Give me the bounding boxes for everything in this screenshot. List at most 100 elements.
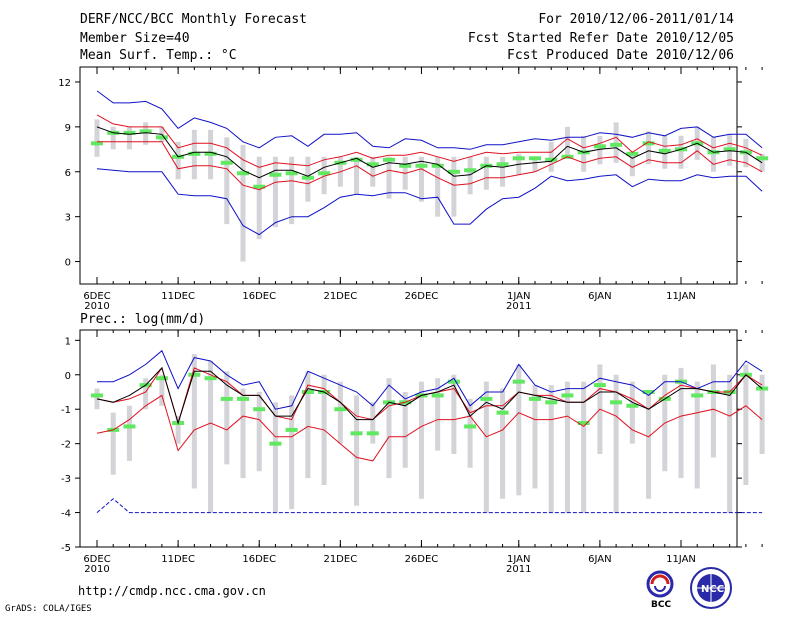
temp-xtick-label: 21DEC <box>323 291 357 302</box>
temp-median-mark <box>237 171 249 176</box>
temp-median-mark <box>512 156 525 161</box>
prec-spread-bar <box>370 402 376 444</box>
prec-median-mark <box>545 400 558 405</box>
temp-median-mark <box>269 172 282 177</box>
temp-median-mark <box>756 156 769 161</box>
temp-ytick-label: 12 <box>58 78 71 89</box>
temp-lower-line <box>97 141 763 191</box>
temp-xtick-label: 6DEC <box>83 291 110 302</box>
temp-median-mark <box>220 160 233 165</box>
temp-xtick-label: 6JAN <box>588 291 611 302</box>
temp-xtick-label: 16DEC <box>242 291 276 302</box>
temp-spread-bar <box>110 126 116 150</box>
temp-spread-bar <box>354 156 360 195</box>
prec-spread-bar <box>240 388 246 479</box>
prec-median-mark <box>123 424 136 429</box>
prec-xtick-year: 2011 <box>506 564 531 575</box>
precip-panel-title: Prec.: log(mm/d) <box>80 312 206 327</box>
prec-xtick-label: 21DEC <box>323 554 357 565</box>
source-url[interactable]: http://cmdp.ncc.cma.gov.cn <box>78 584 266 598</box>
forecast-period: For 2010/12/06-2011/01/14 <box>538 12 734 27</box>
temp-frame <box>79 66 738 285</box>
prec-median-mark <box>512 379 525 384</box>
prec-median-mark <box>285 427 298 432</box>
prec-xtick-label: 6JAN <box>588 554 611 565</box>
prec-xtick-year: 2010 <box>84 564 109 575</box>
temp-spread-bar <box>564 126 570 157</box>
variable-label: Mean Surf. Temp.: °C <box>80 48 237 63</box>
prec-spread-bar <box>759 374 765 454</box>
prec-median-mark <box>610 400 623 405</box>
prec-median-mark <box>529 396 541 401</box>
temp-spread-bar <box>467 156 473 195</box>
prec-ytick-label: 1 <box>65 336 71 347</box>
prec-spread-bar <box>564 381 570 513</box>
temp-median-mark <box>155 135 168 140</box>
prec-ytick-label: -1 <box>61 405 71 416</box>
prec-frame <box>79 329 738 548</box>
prec-median-mark <box>220 396 233 401</box>
prec-spread-bar <box>143 378 149 410</box>
prec-spread-bar <box>581 381 587 513</box>
member-size: Member Size=40 <box>80 31 190 46</box>
prec-median-mark <box>350 431 363 436</box>
prec-spread-bar <box>678 367 684 479</box>
temp-spread-bar <box>143 122 149 145</box>
temp-xtick-label: 11DEC <box>161 291 195 302</box>
temp-median-mark <box>253 184 266 189</box>
temp-xtick-label: 11JAN <box>666 291 696 302</box>
temp-spread-bar <box>321 156 327 195</box>
temp-spread-bar <box>629 153 635 177</box>
temp-median-mark <box>610 142 623 147</box>
prec-spread-bar <box>354 395 360 506</box>
temp-median-mark <box>204 151 217 156</box>
prec-median-mark <box>431 393 444 398</box>
prec-spread-bar <box>743 364 749 485</box>
prec-spread-bar <box>516 364 522 496</box>
prec-spread-bar <box>175 416 181 444</box>
temp-spread-bar <box>435 156 441 217</box>
prec-spread-bar <box>694 381 700 489</box>
temp-median-mark <box>366 162 379 167</box>
temp-median-mark <box>529 156 541 161</box>
prec-spread-bar <box>94 388 100 410</box>
temp-spread-bar <box>175 141 181 180</box>
prec-spread-bar <box>646 392 652 499</box>
temp-xtick-year: 2010 <box>84 301 109 312</box>
temp-spread-bar <box>418 156 424 202</box>
prec-median-mark <box>155 376 168 381</box>
prec-median-mark <box>593 383 606 388</box>
temp-median-mark <box>496 162 509 167</box>
prec-spread-bar <box>483 381 489 513</box>
prec-spread-bar <box>402 392 408 468</box>
prec-spread-bar <box>224 371 230 465</box>
prec-median-mark <box>691 393 704 398</box>
prec-median-mark <box>253 407 266 412</box>
temp-median-mark <box>318 171 331 176</box>
temp-spread-bar <box>256 156 262 240</box>
temp-spread-bar <box>451 156 457 217</box>
temp-median-mark <box>626 151 639 156</box>
temp-spread-bar <box>678 135 684 169</box>
prec-spread-bar <box>613 374 619 513</box>
temp-median-mark <box>464 168 477 173</box>
prec-spread-bar <box>289 395 295 510</box>
temp-xtick-label: 1JAN <box>507 291 530 302</box>
temp-median-mark <box>447 169 460 174</box>
prec-median-mark <box>561 393 574 398</box>
produced-date: Fcst Produced Date 2010/12/06 <box>507 48 734 63</box>
temp-spread-bar <box>94 119 100 157</box>
prec-median-mark <box>91 393 103 398</box>
chart-title: DERF/NCC/BCC Monthly Forecast <box>80 12 307 27</box>
temp-median-mark <box>593 144 606 149</box>
temp-spread-bar <box>224 137 230 225</box>
prec-spread-bar <box>451 374 457 454</box>
prec-median-mark <box>464 424 477 429</box>
temp-median-mark <box>415 163 428 168</box>
prec-xtick-label: 6DEC <box>83 554 110 565</box>
temp-spread-bar <box>126 126 132 150</box>
temp-ytick-label: 3 <box>65 213 71 224</box>
temp-median-mark <box>350 157 363 162</box>
temp-median-mark <box>658 148 671 153</box>
